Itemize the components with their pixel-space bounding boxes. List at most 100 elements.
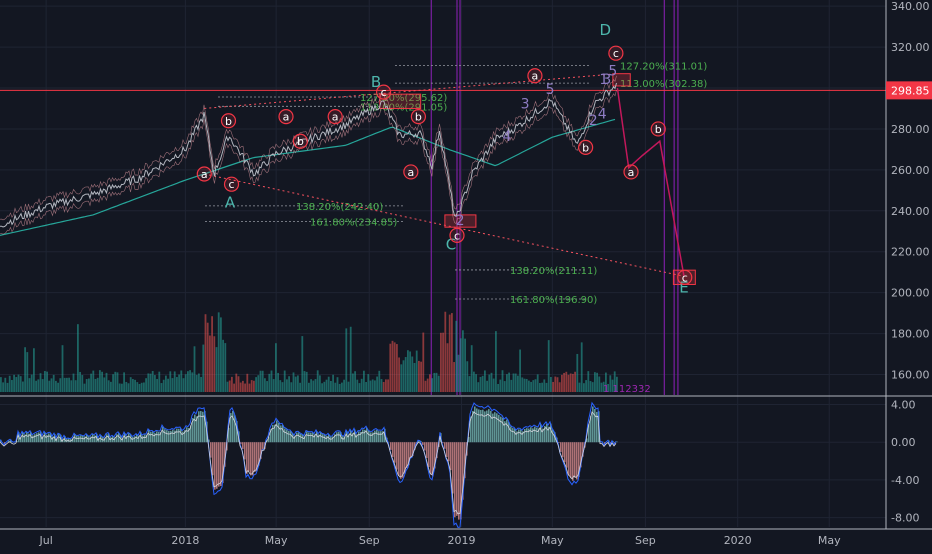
volume-bar — [48, 381, 50, 392]
volume-bar — [392, 341, 394, 392]
volume-bar — [260, 371, 262, 392]
volume-bar — [486, 381, 488, 392]
oscillator-bar — [244, 442, 246, 459]
volume-bar — [359, 383, 361, 392]
oscillator-bar — [156, 431, 158, 442]
volume-bar — [367, 374, 369, 392]
oscillator-bar — [180, 428, 182, 442]
wave-label: 4 — [502, 129, 511, 145]
volume-bar — [396, 344, 398, 392]
volume-bar — [150, 374, 152, 392]
oscillator-bar — [216, 442, 218, 489]
volume-bar — [286, 379, 288, 392]
volume-bar — [526, 379, 528, 392]
volume-bar — [449, 315, 451, 392]
volume-bar — [350, 327, 352, 392]
volume-bar — [308, 383, 310, 392]
volume-bar — [194, 346, 196, 392]
oscillator-bar — [290, 431, 292, 442]
osc-tick-label: -8.00 — [891, 512, 919, 525]
volume-bar — [20, 376, 22, 392]
oscillator-bar — [176, 429, 178, 443]
oscillator-bar — [398, 442, 400, 476]
volume-bar — [403, 360, 405, 392]
oscillator-bar — [276, 420, 278, 442]
volume-bar — [579, 383, 581, 392]
wave-label: 2 — [589, 113, 598, 129]
volume-bar — [213, 336, 215, 392]
volume-bar — [306, 372, 308, 392]
volume-bar — [539, 383, 541, 392]
volume-bar — [114, 372, 116, 392]
oscillator-bar — [106, 434, 108, 442]
oscillator-bar — [564, 442, 566, 462]
price-tick-label: 180.00 — [891, 328, 930, 341]
volume-bar — [407, 350, 409, 392]
oscillator-bar — [494, 412, 496, 442]
volume-bar — [167, 379, 169, 392]
oscillator-bar — [148, 430, 150, 442]
volume-bar — [570, 373, 572, 392]
oscillator-bar — [312, 433, 314, 443]
volume-bar — [513, 373, 515, 392]
volume-bar — [172, 378, 174, 392]
volume-bar — [174, 371, 176, 392]
wave-circle-label: a — [283, 111, 290, 124]
volume-bar — [414, 363, 416, 392]
volume-bar — [530, 382, 532, 392]
volume-bar — [436, 373, 438, 392]
volume-bar — [187, 371, 189, 392]
volume-bar — [147, 373, 149, 392]
oscillator-bar — [454, 442, 456, 517]
volume-bar — [378, 371, 380, 392]
oscillator-bar — [428, 442, 430, 467]
volume-bar — [240, 383, 242, 392]
oscillator-bar — [456, 442, 458, 516]
volume-bar — [466, 361, 468, 392]
volume-bar — [110, 382, 112, 392]
volume-bar — [24, 347, 26, 392]
volume-bar — [235, 374, 237, 392]
volume-bar — [95, 379, 97, 392]
oscillator-bar — [212, 442, 214, 475]
volume-bar — [473, 372, 475, 392]
volume-bar — [458, 355, 460, 392]
volume-bar — [405, 357, 407, 392]
volume-bar — [134, 380, 136, 392]
volume-bar — [442, 333, 444, 392]
oscillator-bar — [248, 442, 250, 471]
volume-bar — [88, 378, 90, 392]
oscillator-bar — [380, 431, 382, 442]
volume-bar — [590, 381, 592, 392]
oscillator-bar — [336, 432, 338, 442]
volume-bar — [7, 383, 9, 392]
volume-bar — [123, 372, 125, 392]
volume-bar — [31, 375, 33, 392]
volume-bar — [532, 380, 534, 392]
fib-level-label: 138.20%(211.11) — [510, 266, 597, 277]
volume-bar — [416, 351, 418, 392]
volume-bar — [493, 379, 495, 392]
volume-bar — [97, 378, 99, 392]
volume-bar — [548, 340, 550, 392]
volume-bar — [319, 375, 321, 392]
volume-bar — [328, 377, 330, 392]
volume-bar — [429, 374, 431, 392]
volume-bar — [62, 345, 64, 392]
wave-circle-label: b — [582, 141, 589, 154]
oscillator-bar — [38, 432, 40, 442]
time-tick-label: May — [818, 534, 841, 547]
wave-circle-label: b — [225, 115, 232, 128]
oscillator-bar — [496, 413, 498, 442]
volume-bar — [44, 371, 46, 392]
volume-bar — [348, 382, 350, 392]
oscillator-bar — [254, 442, 256, 472]
volume-bar — [0, 377, 2, 392]
volume-bar — [92, 371, 94, 392]
volume-bar — [334, 383, 336, 392]
volume-bar — [332, 375, 334, 392]
volume-bar — [64, 378, 66, 392]
oscillator-bar — [518, 429, 520, 442]
